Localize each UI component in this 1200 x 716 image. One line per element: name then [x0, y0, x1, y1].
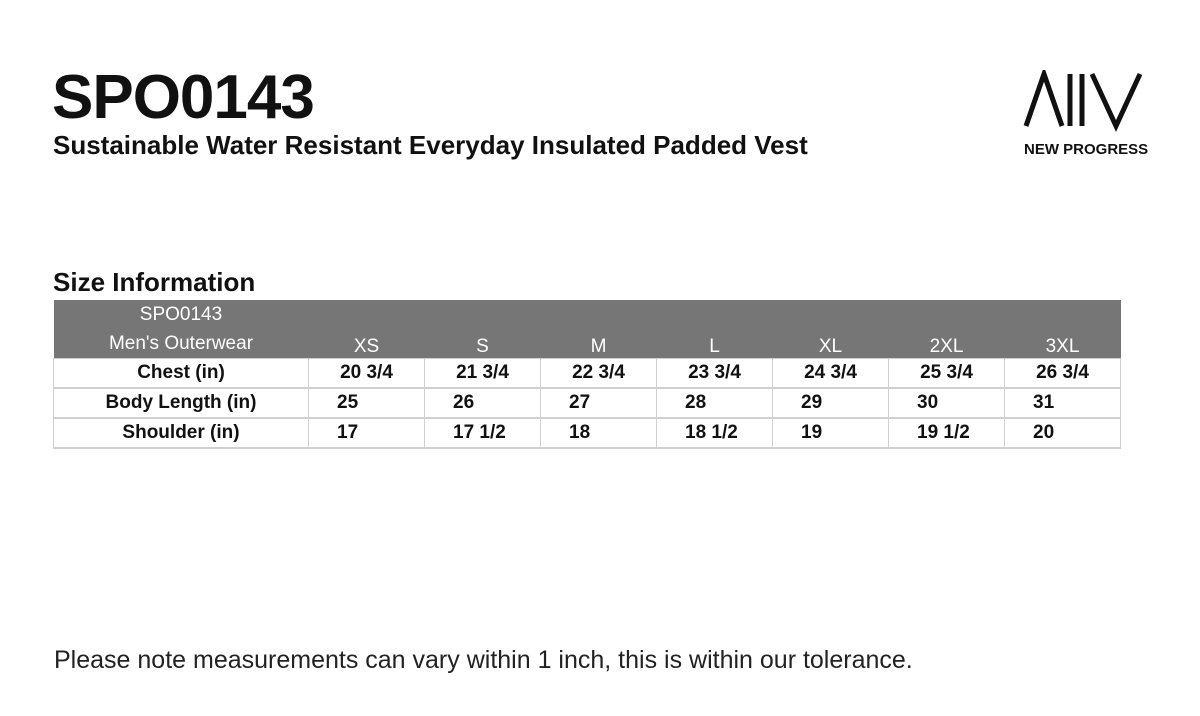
- measurement: 24 3/4: [772, 358, 889, 389]
- size-header: M: [540, 300, 657, 359]
- measurement: 26: [424, 387, 541, 419]
- row-label: Shoulder (in): [53, 417, 309, 449]
- footnote: Please note measurements can vary within…: [54, 646, 913, 674]
- data-row: Shoulder (in) 17 17 1/2 18 18 1/2 19 19 1/2 20: [53, 417, 1121, 449]
- data-row: Body Length (in) 25 26 27 28 29 30 31: [53, 387, 1121, 419]
- brand-name: NEW PROGRESS: [1024, 141, 1149, 158]
- row-label: Body Length (in): [53, 387, 309, 419]
- measurement: 25 3/4: [888, 358, 1005, 389]
- header-row: SPO0143 Men's Outerwear XS S M L XL 2XL 3XL: [53, 300, 1121, 359]
- measurement: 25: [308, 387, 425, 419]
- measurement: 23 3/4: [656, 358, 773, 389]
- measurement: 17: [308, 417, 425, 449]
- measurement: 19: [772, 417, 889, 449]
- measurement: 22 3/4: [540, 358, 657, 389]
- measurement: 19 1/2: [888, 417, 1005, 449]
- product-code: SPO0143: [52, 63, 315, 132]
- measurement: 17 1/2: [424, 417, 541, 449]
- corner-text: Men's Outerwear: [108, 333, 254, 354]
- measurement: 18 1/2: [656, 417, 773, 449]
- measurement: 20 3/4: [308, 358, 425, 389]
- measurement: 31: [1004, 387, 1121, 419]
- measurement: 20: [1004, 417, 1121, 449]
- size-header: XL: [772, 300, 889, 359]
- size-table: SPO0143 Men's Outerwear XS S M L XL 2XL 3XL Chest…: [53, 300, 1121, 449]
- size-header: L: [656, 300, 773, 359]
- logo: [1023, 70, 1143, 132]
- measurement: 30: [888, 387, 1005, 419]
- data-row: Chest (in) 20 3/4 21 3/4 22 3/4 23 3/4 24 3/4…: [53, 358, 1121, 389]
- size-header: S: [424, 300, 541, 359]
- size-header: 2XL: [888, 300, 1005, 359]
- corner-text: SPO0143: [139, 304, 223, 325]
- measurement: 21 3/4: [424, 358, 541, 389]
- row-label: Chest (in): [53, 358, 309, 389]
- corner-cell: SPO0143 Men's Outerwear: [53, 300, 309, 359]
- product-name: Sustainable Water Resistant Everyday Ins…: [53, 130, 808, 160]
- measurement: 26 3/4: [1004, 358, 1121, 389]
- section-title: Size Information: [53, 267, 256, 297]
- size-header: 3XL: [1004, 300, 1121, 359]
- size-header: XS: [308, 300, 425, 359]
- measurement: 29: [772, 387, 889, 419]
- measurement: 18: [540, 417, 657, 449]
- measurement: 28: [656, 387, 773, 419]
- measurement: 27: [540, 387, 657, 419]
